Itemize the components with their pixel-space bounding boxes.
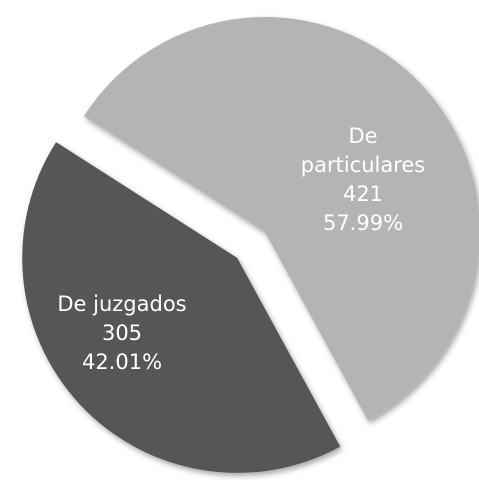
pie-slice [83, 17, 479, 421]
value-label: 421 [342, 182, 384, 206]
data-label: De particulares 421 57.99% [288, 122, 438, 238]
category-label: De particulares [300, 124, 426, 177]
percent-label: 57.99% [322, 211, 404, 235]
pie-slice [22, 142, 341, 473]
category-label: De juzgados [57, 292, 187, 316]
value-label: 305 [101, 321, 143, 345]
data-label: De juzgados 305 42.01% [47, 290, 197, 377]
percent-label: 42.01% [81, 350, 163, 374]
